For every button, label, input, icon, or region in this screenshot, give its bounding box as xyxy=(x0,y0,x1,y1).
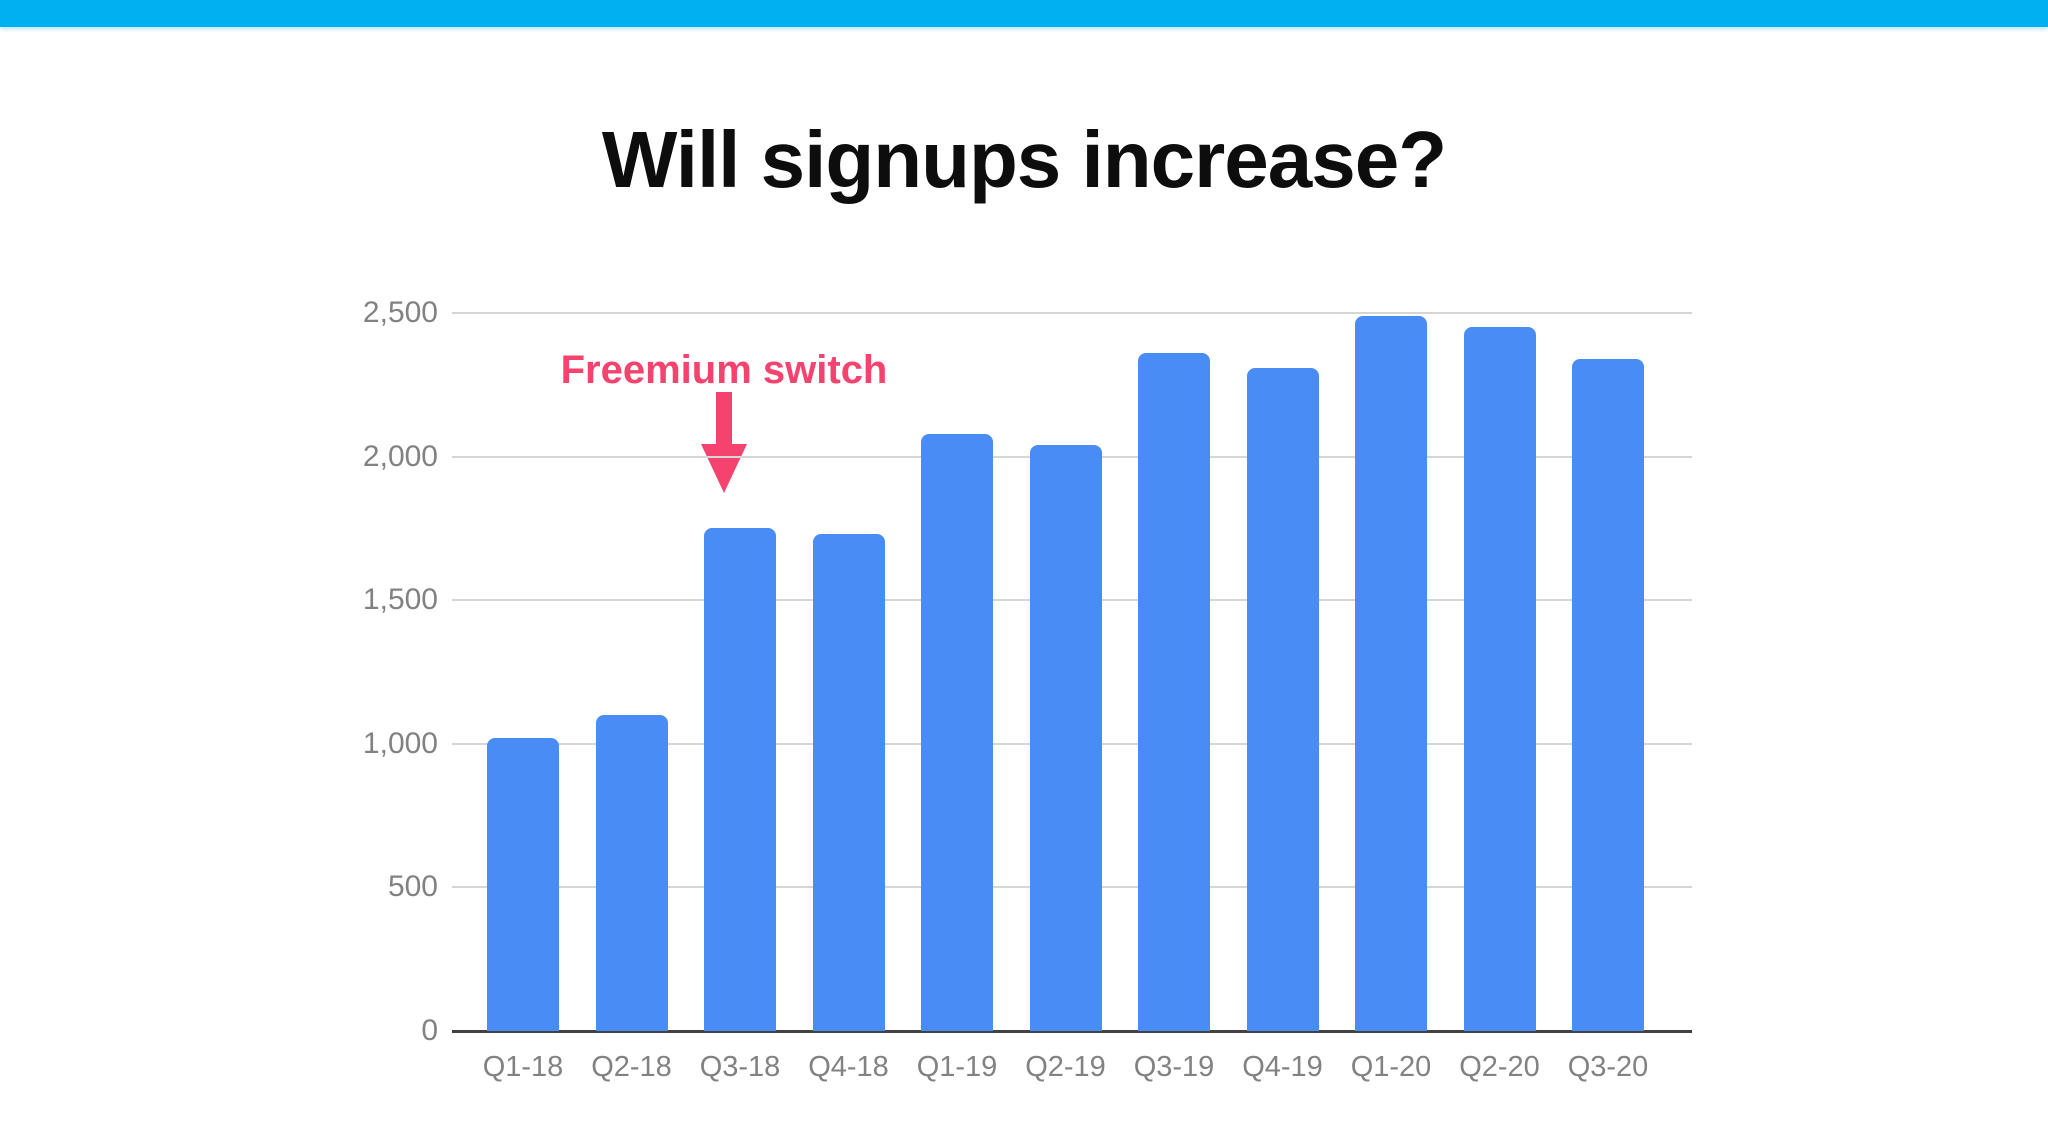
annotation-label: Freemium switch xyxy=(560,348,888,392)
bar-Q2-19 xyxy=(1029,445,1102,1031)
bar-Q1-18 xyxy=(487,738,559,1031)
page-title: Will signups increase? xyxy=(601,115,1447,204)
y-tick-label: 1,000 xyxy=(362,726,438,760)
bar-Q1-20 xyxy=(1355,315,1427,1031)
x-tick-label-Q4-19: Q4-19 xyxy=(1242,1051,1323,1083)
x-tick-label-Q1-18: Q1-18 xyxy=(482,1051,564,1083)
x-tick-label-Q1-19: Q1-19 xyxy=(916,1051,998,1083)
x-tick-label-Q1-20: Q1-20 xyxy=(1350,1051,1432,1083)
bar-Q3-20 xyxy=(1572,358,1644,1031)
y-tick-label: 1,500 xyxy=(362,583,438,617)
x-tick-label-Q4-18: Q4-18 xyxy=(808,1051,889,1083)
y-tick-label: 0 xyxy=(421,1014,438,1047)
x-tick-label-Q2-19: Q2-19 xyxy=(1025,1051,1106,1083)
bar-Q2-18 xyxy=(595,715,668,1031)
y-tick-label: 2,500 xyxy=(362,296,438,329)
bar-Q4-19 xyxy=(1246,367,1319,1031)
x-tick-label-Q3-19: Q3-19 xyxy=(1133,1051,1215,1083)
bar-Q3-19 xyxy=(1138,353,1210,1031)
x-tick-label-Q2-20: Q2-20 xyxy=(1459,1051,1540,1083)
x-tick-label-Q3-18: Q3-18 xyxy=(699,1051,781,1083)
y-tick-label: 500 xyxy=(387,870,438,904)
x-tick-label-Q3-20: Q3-20 xyxy=(1567,1051,1649,1083)
x-tick-label-Q2-18: Q2-18 xyxy=(591,1051,672,1083)
top-accent-bar xyxy=(0,0,2048,27)
bar-Q1-19 xyxy=(921,433,993,1031)
x-axis-line xyxy=(452,1030,1692,1033)
down-arrow-icon xyxy=(701,392,747,493)
bar-Q4-18 xyxy=(812,534,885,1031)
bar-Q3-18 xyxy=(704,528,776,1031)
bar-Q2-20 xyxy=(1463,327,1536,1031)
y-tick-label: 2,000 xyxy=(362,439,438,473)
gridline xyxy=(452,312,1692,314)
